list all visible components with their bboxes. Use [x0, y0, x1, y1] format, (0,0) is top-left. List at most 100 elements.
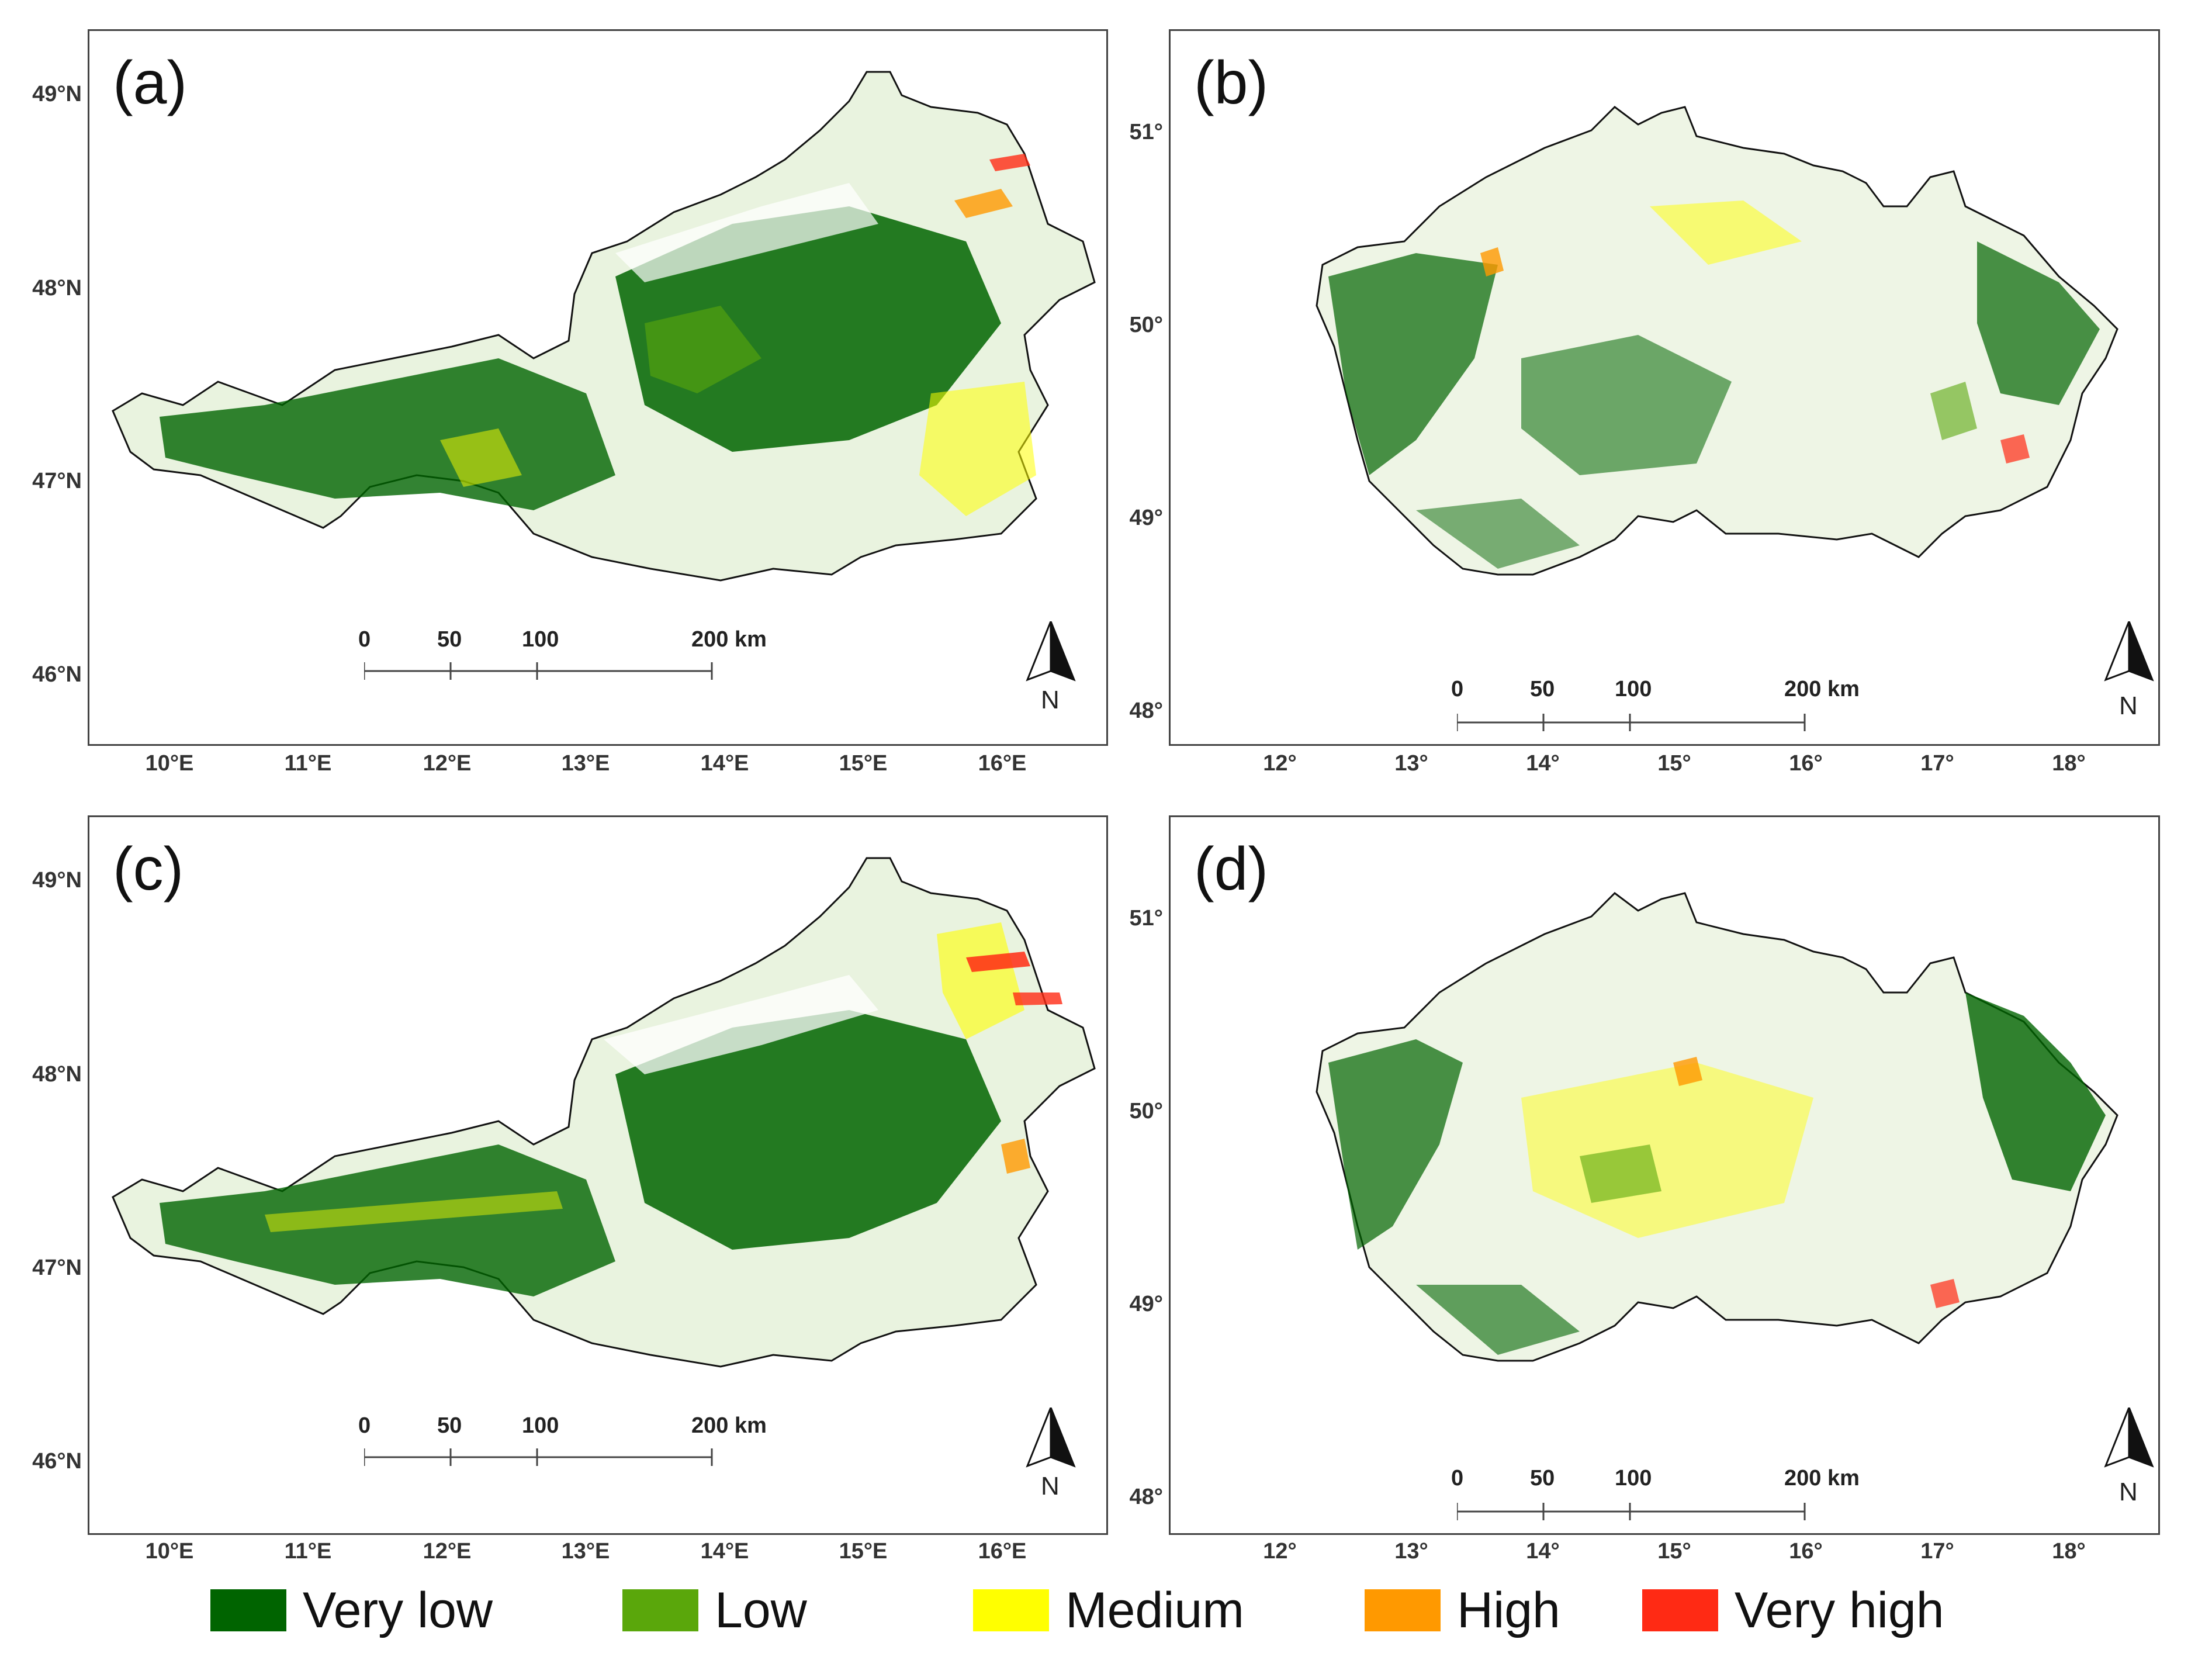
- scale-label: 100: [1615, 677, 1652, 701]
- lon-label: 13°E: [561, 1539, 610, 1564]
- lon-label: 14°E: [700, 1539, 749, 1564]
- panel-label: (c): [113, 835, 184, 903]
- map-patches: [1328, 993, 2106, 1355]
- legend-item-low: Low: [622, 1578, 807, 1642]
- lon-label: 16°E: [978, 1539, 1027, 1564]
- legend-item-medium: Medium: [973, 1578, 1244, 1642]
- lat-label: 48°N: [32, 276, 82, 300]
- lon-label: 12°: [1263, 1539, 1297, 1564]
- lon-label: 10°E: [145, 751, 194, 776]
- austria-map: [112, 71, 1096, 582]
- austria-map: [112, 857, 1096, 1368]
- lat-label: 46°N: [32, 1449, 82, 1474]
- scale-label: 200 km: [1784, 677, 1860, 701]
- panel-label: (b): [1194, 49, 1269, 117]
- lon-label: 16°: [1789, 1539, 1823, 1564]
- czech-map: [1316, 106, 2118, 576]
- legend-label: Very low: [303, 1582, 493, 1638]
- north-label: N: [1041, 1472, 1060, 1500]
- lon-label: 12°: [1263, 751, 1297, 776]
- lon-label: 11°E: [284, 751, 332, 776]
- lon-label: 15°: [1657, 751, 1691, 776]
- lon-label: 16°: [1789, 751, 1823, 776]
- legend-item-high: High: [1365, 1578, 1560, 1642]
- lon-label: 15°: [1657, 1539, 1691, 1564]
- lat-label: 46°N: [32, 662, 82, 687]
- scale-bar: 0 50 100 200 km: [1451, 1466, 1860, 1533]
- lon-label: 14°: [1526, 1539, 1560, 1564]
- lon-label: 10°E: [145, 1539, 194, 1564]
- lon-label: 15°E: [839, 1539, 888, 1564]
- czech-map: [1316, 892, 2118, 1362]
- legend-swatch: [1642, 1589, 1718, 1631]
- lat-label: 51°: [1129, 120, 1163, 144]
- panel-label: (a): [113, 49, 188, 117]
- scale-label: 0: [358, 627, 371, 652]
- lat-label: 50°: [1129, 1099, 1163, 1123]
- scale-label: 100: [1615, 1466, 1652, 1491]
- lon-label: 13°E: [561, 751, 610, 776]
- legend-swatch: [1365, 1589, 1441, 1631]
- scale-bar: 0 50 100 200 km: [1451, 677, 1860, 744]
- czech-outline: [1316, 106, 2118, 576]
- panel-a: (a) 49°N 0 50 100 200 km N: [88, 29, 1108, 746]
- scale-label: 200 km: [1784, 1466, 1860, 1491]
- scale-label: 100: [522, 627, 559, 652]
- north-arrow-icon: [1026, 621, 1076, 682]
- lon-label: 15°E: [839, 751, 888, 776]
- scale-label: 50: [437, 1413, 462, 1438]
- czech-outline: [1316, 892, 2118, 1362]
- lat-label: 48°: [1129, 1485, 1163, 1509]
- lon-label: 11°E: [284, 1539, 332, 1564]
- north-label: N: [1041, 686, 1060, 714]
- map-patches: [1328, 200, 2100, 569]
- scale-label: 0: [1451, 677, 1464, 701]
- lat-label: 47°N: [32, 1256, 82, 1280]
- lon-label: 16°E: [978, 751, 1027, 776]
- legend-label: High: [1457, 1582, 1560, 1638]
- lon-label: 14°: [1526, 751, 1560, 776]
- scale-label: 50: [437, 627, 462, 652]
- lon-label: 14°E: [700, 751, 749, 776]
- panel-label: (d): [1194, 835, 1269, 903]
- lat-label: 49°: [1129, 1292, 1163, 1316]
- scale-label: 200 km: [691, 627, 767, 652]
- scale-label: 100: [522, 1413, 559, 1438]
- lat-label: 49°N: [32, 82, 82, 106]
- panel-d: (d) 0 50 100 200 km N: [1169, 815, 2160, 1535]
- legend-swatch: [210, 1589, 286, 1631]
- lat-label: 50°: [1129, 313, 1163, 337]
- legend-item-very-low: Very low: [210, 1578, 493, 1642]
- map-patches: [160, 154, 1036, 516]
- lon-label: 18°: [2052, 751, 2086, 776]
- lon-label: 17°: [1920, 751, 1954, 776]
- north-arrow-icon: [2104, 621, 2154, 682]
- map-patches: [160, 922, 1062, 1296]
- scale-label: 0: [358, 1413, 371, 1438]
- north-label: N: [2119, 691, 2138, 720]
- scale-label: 50: [1530, 1466, 1555, 1491]
- panel-b: (b) 0 50 100 200 km N: [1169, 29, 2160, 746]
- lat-label: 47°N: [32, 469, 82, 493]
- legend-swatch: [622, 1589, 698, 1631]
- lon-label: 12°E: [423, 1539, 472, 1564]
- lat-label: 51°: [1129, 906, 1163, 931]
- legend-label: Low: [715, 1582, 807, 1638]
- north-arrow-icon: [1026, 1408, 1076, 1468]
- lat-label: 49°N: [88, 84, 89, 109]
- lon-label: 17°: [1920, 1539, 1954, 1564]
- scale-label: 50: [1530, 677, 1555, 701]
- scale-bar: 0 50 100 200 km: [358, 627, 767, 697]
- legend-label: Medium: [1065, 1582, 1244, 1638]
- lat-label: 49°: [1129, 506, 1163, 530]
- legend-item-very-high: Very high: [1642, 1578, 1944, 1642]
- scale-bar: 0 50 100 200 km: [358, 1413, 767, 1483]
- legend: Very low Low Medium High Very high: [210, 1578, 2022, 1642]
- north-label: N: [2119, 1478, 2138, 1506]
- scale-label: 200 km: [691, 1413, 767, 1438]
- lat-label: 49°N: [32, 868, 82, 893]
- lat-label: 48°: [1129, 698, 1163, 723]
- lon-label: 13°: [1394, 1539, 1428, 1564]
- scale-label: 0: [1451, 1466, 1464, 1491]
- panel-c: (c) 0 50 100 200 km N: [88, 815, 1108, 1535]
